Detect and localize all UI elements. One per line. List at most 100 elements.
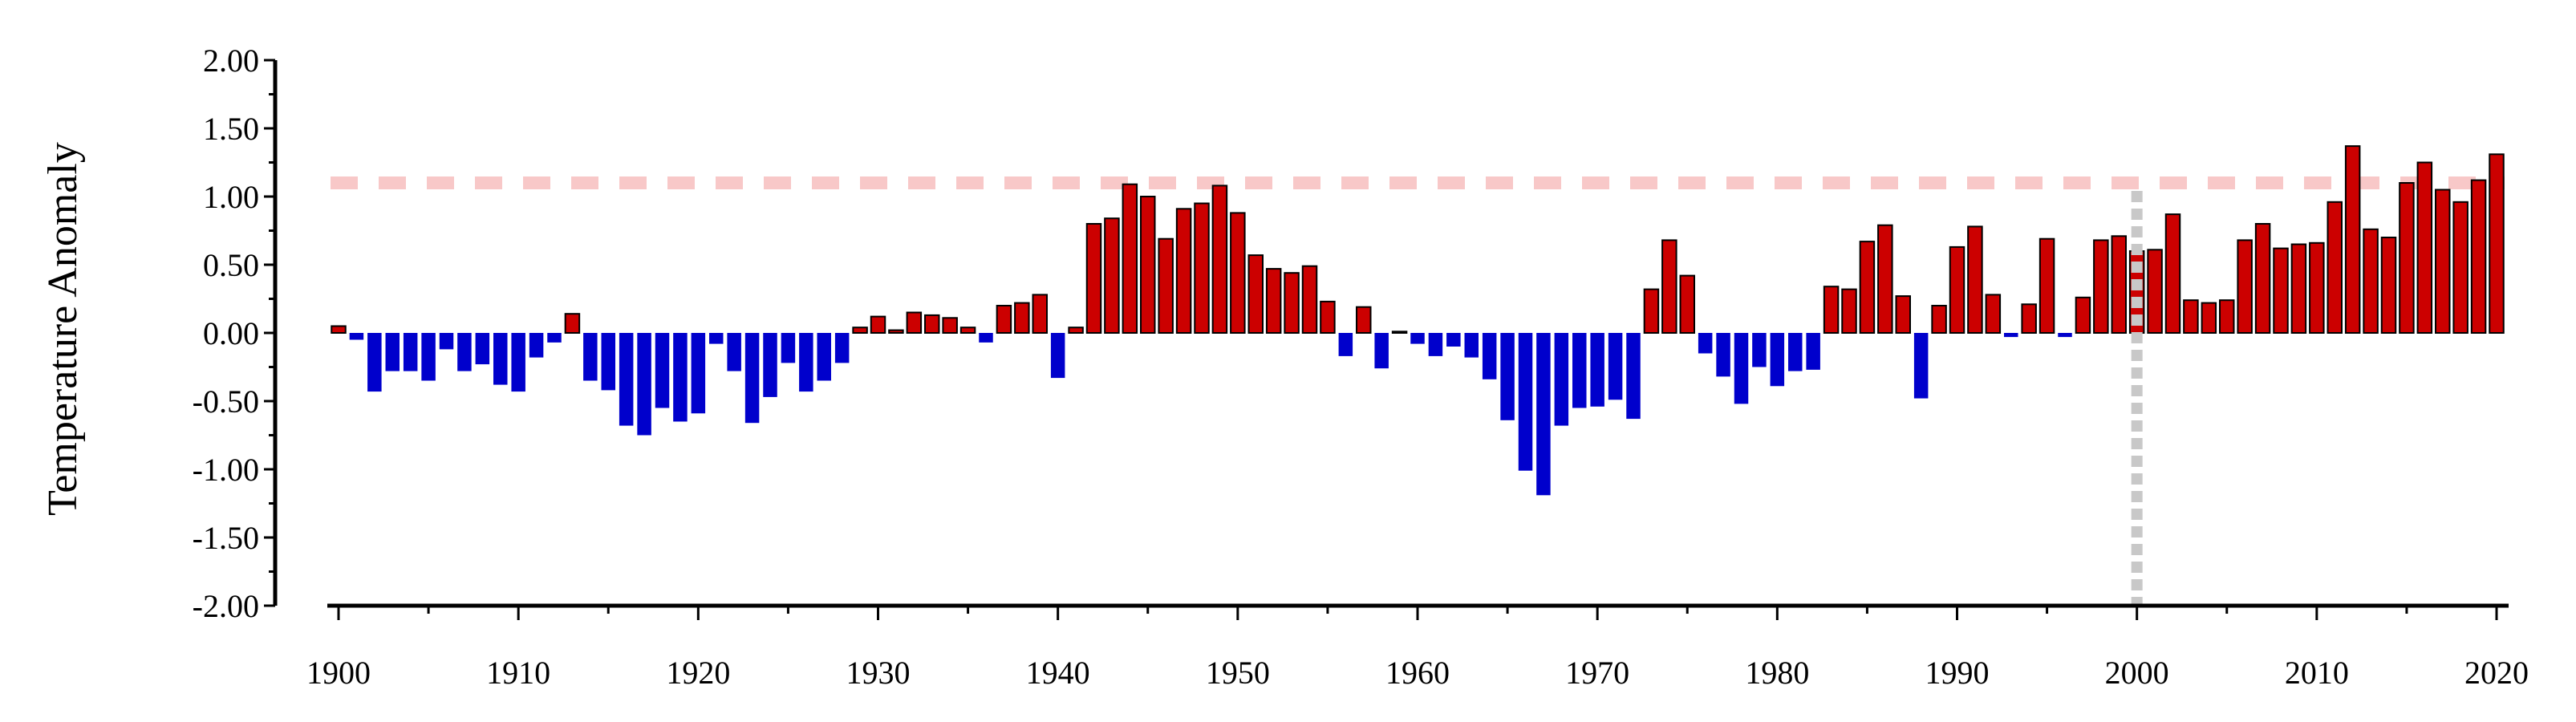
bar-1962 [1446,333,1461,347]
bars-layer [331,145,2505,496]
bar-1948 [1194,202,1210,334]
bar-1995 [2038,237,2055,335]
bar-1985 [1859,241,1876,335]
x-tick-label-1940: 1940 [1026,655,1090,691]
bar-2013 [2363,228,2379,334]
bar-1992 [1985,294,2002,334]
bar-1901 [349,333,364,340]
bar-1964 [1482,333,1497,379]
bar-1991 [1967,225,1983,334]
bar-1986 [1877,224,1893,335]
bar-1940 [1050,333,1065,379]
bar-1928 [834,333,850,363]
bar-1924 [763,333,777,397]
bar-2002 [2164,213,2181,334]
bar-2003 [2183,299,2199,335]
x-tick-label-2010: 2010 [2285,655,2349,691]
bar-1967 [1536,333,1551,496]
bar-1961 [1428,333,1443,356]
x-tick-label-1990: 1990 [1925,655,1990,691]
bar-1976 [1698,333,1713,354]
bar-1979 [1752,333,1767,367]
bar-1946 [1158,237,1174,335]
bar-2006 [2237,239,2253,334]
bar-1912 [547,333,562,343]
bar-1980 [1770,333,1785,387]
bar-1904 [403,333,418,371]
y-tick-label-0.00: 0.00 [203,315,259,351]
bar-1910 [511,333,525,392]
bar-1925 [781,333,796,363]
bar-1994 [2021,303,2037,334]
bar-1981 [1788,333,1803,371]
x-tick-label-1950: 1950 [1206,655,1270,691]
bar-2015 [2399,182,2415,334]
bar-1907 [457,333,472,371]
bar-1953 [1284,272,1300,335]
bar-1997 [2075,296,2091,334]
axes-layer: 2.00 1.50 1.00 0.50 0.00 -0.50 -1.00 -1.50 -2.00… [193,43,2529,691]
bar-1942 [1085,223,1102,334]
bar-1902 [367,333,382,392]
bar-1952 [1265,268,1282,335]
x-tick-label-1960: 1960 [1385,655,1450,691]
bar-1911 [529,333,544,358]
bar-1931 [888,329,904,335]
x-tick-label-1910: 1910 [486,655,550,691]
bar-1949 [1211,185,1228,334]
bar-1935 [959,327,976,335]
bar-1966 [1518,333,1533,471]
bar-1999 [2111,235,2128,334]
bar-2012 [2344,145,2361,334]
y-tick-label--1.50: -1.50 [193,520,259,556]
bar-1945 [1140,196,1156,334]
bar-1903 [385,333,400,371]
bar-1921 [709,333,724,344]
x-tick-label-1970: 1970 [1565,655,1629,691]
bar-1905 [421,333,436,381]
bar-1919 [673,333,688,422]
x-tick-label-1930: 1930 [846,655,911,691]
bar-1932 [906,311,923,334]
bar-1971 [1608,333,1623,400]
bar-1982 [1806,333,1820,370]
bar-1922 [727,333,741,371]
bar-2010 [2309,241,2325,334]
bar-1965 [1500,333,1515,420]
bar-1937 [996,305,1012,334]
bar-1972 [1626,333,1641,420]
bar-2009 [2290,243,2307,334]
bar-2011 [2327,201,2343,334]
bar-1969 [1572,333,1587,408]
bar-1908 [475,333,490,365]
bar-1941 [1068,327,1084,335]
bar-1963 [1464,333,1479,358]
bar-2007 [2254,223,2271,334]
bar-1934 [942,317,958,334]
bar-2005 [2219,299,2235,335]
bar-1918 [655,333,670,408]
x-tick-label-1980: 1980 [1745,655,1809,691]
x-tick-label-2000: 2000 [2105,655,2169,691]
bar-2017 [2435,189,2451,334]
bar-1970 [1590,333,1604,407]
bar-2020 [2489,153,2505,334]
bar-1983 [1823,286,1840,335]
bar-1990 [1949,245,1965,334]
bar-1909 [493,333,508,385]
bar-2018 [2452,201,2468,334]
bar-1996 [2058,333,2072,338]
y-tick-label-2.00: 2.00 [203,43,259,79]
bar-1926 [799,333,813,392]
bar-1916 [619,333,634,426]
bar-1957 [1356,306,1372,335]
bar-2008 [2273,247,2289,335]
bar-1923 [744,333,760,424]
bar-1987 [1895,295,1912,335]
bar-1914 [583,333,598,381]
bar-1944 [1122,183,1138,334]
bar-1978 [1734,333,1749,404]
bar-1950 [1230,212,1246,334]
